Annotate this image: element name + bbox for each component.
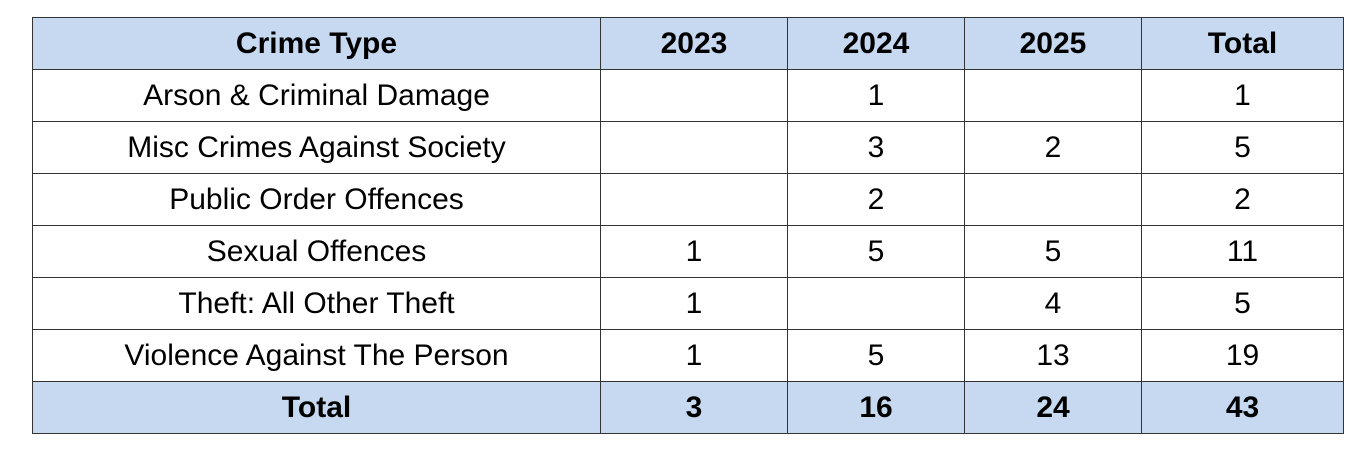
- count-cell: 1: [600, 225, 788, 278]
- count-cell: 2: [787, 173, 965, 226]
- table-row: Arson & Criminal Damage 1 1: [32, 69, 1344, 122]
- header-cell: 2023: [600, 17, 788, 70]
- count-cell: 1: [787, 69, 965, 122]
- crime-type-cell: Violence Against The Person: [32, 329, 601, 382]
- total-cell: 24: [964, 381, 1142, 434]
- total-cell: 16: [787, 381, 965, 434]
- crime-type-cell: Theft: All Other Theft: [32, 277, 601, 330]
- count-cell: [600, 173, 788, 226]
- count-cell: 19: [1141, 329, 1344, 382]
- table-row: Public Order Offences 2 2: [32, 173, 1344, 226]
- table-body: Arson & Criminal Damage 1 1 Misc Crimes Aga…: [32, 69, 1344, 434]
- count-cell: 2: [964, 121, 1142, 174]
- crime-type-cell: Misc Crimes Against Society: [32, 121, 601, 174]
- header-row: Crime Type 2023 2024 2025 Total: [32, 17, 1344, 70]
- count-cell: 4: [964, 277, 1142, 330]
- count-cell: 13: [964, 329, 1142, 382]
- count-cell: 5: [1141, 277, 1344, 330]
- count-cell: 3: [787, 121, 965, 174]
- count-cell: 5: [964, 225, 1142, 278]
- table-row: Sexual Offences 1 5 5 11: [32, 225, 1344, 278]
- total-label-cell: Total: [32, 381, 601, 434]
- total-row: Total 3 16 24 43: [32, 381, 1344, 434]
- table-row: Theft: All Other Theft 1 4 5: [32, 277, 1344, 330]
- header-cell: 2025: [964, 17, 1142, 70]
- crime-table: Crime Type 2023 2024 2025 Total Arson & Crim…: [32, 17, 1344, 434]
- total-cell: 43: [1141, 381, 1344, 434]
- header-cell: 2024: [787, 17, 965, 70]
- table-row: Violence Against The Person 1 5 13 19: [32, 329, 1344, 382]
- count-cell: 5: [787, 329, 965, 382]
- crime-type-cell: Sexual Offences: [32, 225, 601, 278]
- count-cell: [964, 69, 1142, 122]
- count-cell: 1: [600, 329, 788, 382]
- total-cell: 3: [600, 381, 788, 434]
- count-cell: [600, 121, 788, 174]
- crime-type-cell: Public Order Offences: [32, 173, 601, 226]
- count-cell: 5: [1141, 121, 1344, 174]
- crime-type-cell: Arson & Criminal Damage: [32, 69, 601, 122]
- count-cell: 2: [1141, 173, 1344, 226]
- header-cell: Total: [1141, 17, 1344, 70]
- count-cell: [600, 69, 788, 122]
- header-cell: Crime Type: [32, 17, 601, 70]
- count-cell: [964, 173, 1142, 226]
- count-cell: [787, 277, 965, 330]
- count-cell: 1: [1141, 69, 1344, 122]
- count-cell: 1: [600, 277, 788, 330]
- count-cell: 11: [1141, 225, 1344, 278]
- count-cell: 5: [787, 225, 965, 278]
- table-header: Crime Type 2023 2024 2025 Total: [32, 17, 1344, 70]
- table-row: Misc Crimes Against Society 3 2 5: [32, 121, 1344, 174]
